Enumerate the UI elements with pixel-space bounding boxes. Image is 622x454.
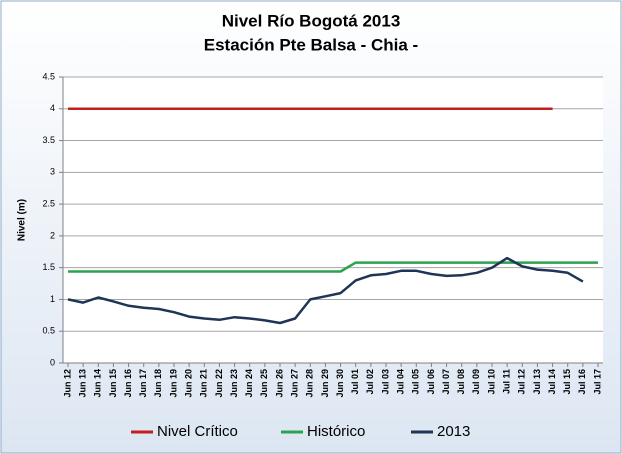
- x-tick-label: Jun 23: [229, 369, 239, 398]
- y-tick-label: 4: [50, 103, 55, 113]
- x-tick-label: Jun 18: [153, 369, 163, 398]
- series-line: [67, 256, 584, 325]
- x-tick-label: Jul 08: [456, 369, 466, 395]
- x-tick-label: Jul 11: [502, 369, 512, 394]
- x-tick-label: Jun 20: [184, 369, 194, 398]
- x-tick-label: Jul 17: [592, 369, 602, 395]
- x-tick-label: Jun 14: [93, 369, 103, 398]
- x-tick-label: Jun 17: [138, 369, 148, 398]
- chart-subtitle: Estación Pte Balsa - Chia -: [204, 35, 418, 54]
- x-tick-label: Jul 02: [365, 369, 375, 395]
- x-tick-label: Jul 16: [577, 369, 587, 395]
- x-tick-label: Jun 12: [62, 369, 72, 398]
- plot-area: [63, 77, 603, 363]
- y-tick-label: 0: [50, 357, 55, 367]
- x-tick-label: Jul 06: [426, 369, 436, 395]
- x-tick-label: Jul 03: [380, 369, 390, 395]
- legend-label: Histórico: [307, 423, 365, 440]
- x-tick-label: Jul 05: [411, 369, 421, 395]
- y-tick-label: 1.5: [42, 262, 55, 272]
- x-tick-label: Jul 10: [486, 369, 496, 395]
- y-tick-label: 1: [50, 294, 55, 304]
- x-tick-label: Jun 29: [320, 369, 330, 398]
- x-tick-label: Jun 24: [244, 369, 254, 398]
- x-tick-label: Jul 01: [350, 369, 360, 395]
- x-tick-label: Jun 30: [335, 369, 345, 398]
- x-tick-label: Jun 15: [108, 369, 118, 398]
- x-tick-label: Jul 14: [547, 369, 557, 395]
- x-tick-label: Jul 09: [471, 369, 481, 395]
- x-tick-label: Jul 04: [396, 369, 406, 395]
- y-tick-label: 2: [50, 230, 55, 240]
- series-line: [68, 261, 598, 273]
- legend-label: Nivel Crítico: [157, 423, 238, 440]
- x-tick-label: Jun 25: [259, 369, 269, 398]
- x-tick-label: Jun 21: [199, 369, 209, 398]
- legend-label: 2013: [437, 423, 470, 440]
- x-tick-label: Jul 07: [441, 369, 451, 395]
- x-tick-label: Jul 12: [517, 369, 527, 395]
- x-tick-label: Jun 22: [214, 369, 224, 398]
- x-tick-label: Jul 13: [532, 369, 542, 395]
- y-tick-label: 2.5: [42, 198, 55, 208]
- x-tick-label: Jun 27: [290, 369, 300, 398]
- y-tick-label: 3.5: [42, 135, 55, 145]
- x-tick-label: Jun 26: [274, 369, 284, 398]
- x-tick-label: Jun 13: [78, 369, 88, 398]
- y-axis-label: Nivel (m): [17, 199, 28, 241]
- x-tick-label: Jun 16: [123, 369, 133, 398]
- y-tick-label: 4.5: [42, 71, 55, 81]
- y-tick-label: 0.5: [42, 326, 55, 336]
- x-tick-label: Jun 28: [305, 369, 315, 398]
- chart-title: Nivel Río Bogotá 2013: [222, 11, 401, 30]
- x-tick-label: Jun 19: [168, 369, 178, 398]
- x-tick-label: Jul 15: [562, 369, 572, 395]
- y-tick-label: 3: [50, 167, 55, 177]
